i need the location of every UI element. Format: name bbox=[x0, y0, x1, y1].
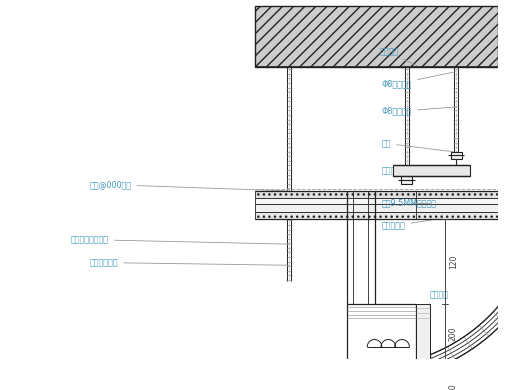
Text: 成品石膏线条: 成品石膏线条 bbox=[89, 258, 289, 267]
Bar bbox=[255, 204, 503, 212]
Text: 扁钦@000间距: 扁钦@000间距 bbox=[90, 180, 289, 191]
Text: Φ8全丝吊杆: Φ8全丝吊杆 bbox=[382, 107, 456, 116]
Text: 十字沉头自攻螺丝: 十字沉头自攻螺丝 bbox=[0, 389, 1, 390]
Bar bbox=[255, 382, 430, 390]
Text: 200: 200 bbox=[449, 326, 458, 341]
Text: 暗藏灯带: 暗藏灯带 bbox=[422, 290, 449, 311]
Text: 80: 80 bbox=[449, 384, 458, 390]
Text: 基层板刷阻燃处理: 基层板刷阻燃处理 bbox=[71, 235, 289, 244]
Bar bbox=[255, 212, 503, 220]
Bar bbox=[255, 191, 503, 199]
Text: Φ8膨胀螺柱: Φ8膨胀螺柱 bbox=[382, 72, 456, 89]
Bar bbox=[255, 363, 430, 370]
Bar bbox=[416, 212, 498, 220]
Bar bbox=[416, 204, 498, 212]
Bar bbox=[255, 199, 503, 204]
Text: 双层9.5MM厚石膏板: 双层9.5MM厚石膏板 bbox=[0, 389, 1, 390]
Text: 覆面龙骨: 覆面龙骨 bbox=[0, 389, 1, 390]
Bar bbox=[401, 176, 412, 184]
Bar bbox=[255, 6, 498, 67]
Text: 120: 120 bbox=[449, 254, 458, 269]
Text: 承载龙骨: 承载龙骨 bbox=[382, 167, 457, 176]
Text: 阳角护角条: 阳角护角条 bbox=[0, 389, 1, 390]
Bar bbox=[451, 152, 462, 159]
Text: 乳胶漆饰面: 乳胶漆饰面 bbox=[382, 220, 432, 230]
Bar bbox=[416, 199, 498, 204]
Text: 乳胶漆饰面: 乳胶漆饰面 bbox=[0, 389, 1, 390]
Bar bbox=[393, 165, 470, 176]
Bar bbox=[416, 191, 498, 199]
Bar bbox=[416, 304, 430, 390]
Text: 双层9.5MM厚石膏板: 双层9.5MM厚石膏板 bbox=[382, 199, 437, 207]
Text: 建筑楼板: 建筑楼板 bbox=[379, 47, 418, 66]
Bar bbox=[255, 370, 430, 375]
Text: 吊件: 吊件 bbox=[382, 139, 457, 152]
Text: 白铁皮: 白铁皮 bbox=[0, 389, 1, 390]
